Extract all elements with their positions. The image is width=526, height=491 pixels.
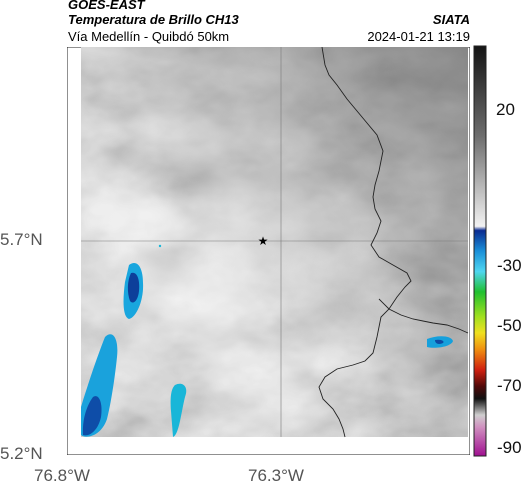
colorbar-label: 20 (496, 100, 515, 119)
colorbar-label: -90 (497, 438, 522, 457)
datetime-label: 2024-01-21 13:19 (367, 29, 470, 44)
x-tick-label: 76.3°W (248, 466, 304, 485)
star-icon: ★ (258, 234, 269, 248)
colorbar-label: -50 (497, 316, 522, 335)
product-title: Temperatura de Brillo CH13 (68, 12, 239, 27)
satellite-name: GOES-EAST (68, 0, 145, 12)
colorbar (473, 45, 487, 457)
y-tick-label: 5.2°N (0, 444, 43, 463)
border-line-east (378, 298, 469, 334)
colorbar-label: -30 (497, 256, 522, 275)
region-label: Vía Medellín - Quibdó 50km (68, 29, 230, 44)
satellite-map: ★ (67, 47, 470, 455)
border-line (318, 47, 412, 438)
cold-cloud-tops (81, 244, 453, 437)
colorbar-label: -70 (497, 376, 522, 395)
x-tick-label: 76.8°W (34, 466, 90, 485)
source-name: SIATA (432, 12, 470, 27)
imagery-layer (81, 47, 468, 437)
y-tick-label: 5.7°N (0, 230, 43, 249)
